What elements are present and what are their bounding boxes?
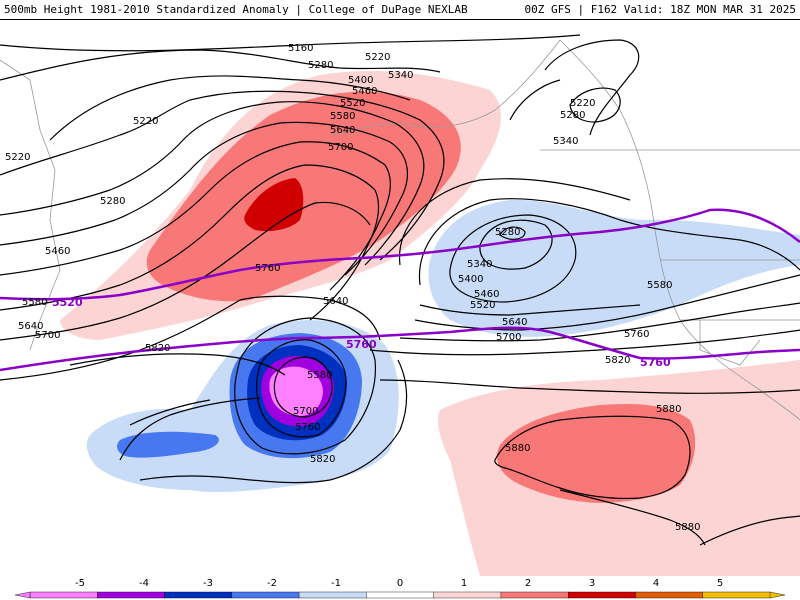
contour-label: 5880 <box>656 404 681 415</box>
contour-label: 5640 <box>502 317 527 328</box>
colorbar-segments <box>14 591 786 599</box>
contour-label: 5220 <box>133 116 158 127</box>
contour-label: 5280 <box>495 227 520 238</box>
highlight-contours <box>0 208 800 372</box>
contour-label: 5280 <box>560 110 585 121</box>
colorbar-min-arrow <box>14 591 31 599</box>
colorbar-segment <box>231 591 300 599</box>
contour-label: 5820 <box>310 454 335 465</box>
contour-label: 5700 <box>293 406 318 417</box>
contour-label: 5220 <box>5 152 30 163</box>
colorbar-segment <box>702 591 771 599</box>
colorbar-segment <box>29 591 98 599</box>
contour-label: 5160 <box>288 43 313 54</box>
contour-labels: 5160 5220 5280 5340 5400 5460 5520 5580 … <box>5 43 700 533</box>
contour-label: 5520 <box>470 300 495 311</box>
map-title: 500mb Height 1981-2010 Standardized Anom… <box>4 3 468 16</box>
contour-label: 5640 <box>18 321 43 332</box>
contour-label: 5580 <box>330 111 355 122</box>
colorbar-tick-label: -2 <box>267 578 277 589</box>
contour-label: 5460 <box>45 246 70 257</box>
highlight-label: 5760 <box>346 338 377 351</box>
neg1-area-northeast <box>428 199 800 337</box>
contour-label: 5520 <box>340 98 365 109</box>
colorbar-tick-label: 2 <box>525 578 531 589</box>
map-header: 500mb Height 1981-2010 Standardized Anom… <box>0 0 800 20</box>
highlight-labels: 5520 5760 5760 <box>52 296 671 369</box>
contour-label: 5280 <box>308 60 333 71</box>
colorbar-segment <box>635 591 704 599</box>
contour-label: 5580 <box>647 280 672 291</box>
highlight-label: 5520 <box>52 296 83 309</box>
contour-label: 5220 <box>365 52 390 63</box>
pos3-area-north <box>244 178 304 232</box>
colorbar-tick-label: -3 <box>203 578 213 589</box>
contour-label: 5220 <box>570 98 595 109</box>
anomaly-shading <box>60 70 800 576</box>
colorbar-max-arrow <box>769 591 786 599</box>
contour-label: 5880 <box>505 443 530 454</box>
colorbar-segment <box>567 591 637 599</box>
contour-label: 5340 <box>388 70 413 81</box>
pos2-area-south <box>496 403 696 503</box>
colorbar-tick-label: 0 <box>397 578 403 589</box>
contour-label: 5760 <box>255 263 280 274</box>
contour-label: 5340 <box>553 136 578 147</box>
contour-label: 5640 <box>323 296 348 307</box>
colorbar-segment <box>366 591 435 599</box>
colorbar-tick-label: 1 <box>461 578 467 589</box>
contour-label: 5400 <box>348 75 373 86</box>
contour-label: 5340 <box>467 259 492 270</box>
colorbar-tick-label: -4 <box>139 578 149 589</box>
pos2-area-north <box>146 91 461 302</box>
contour-label: 5700 <box>35 330 60 341</box>
contour-label: 5700 <box>496 332 521 343</box>
contour-label: 5640 <box>330 125 355 136</box>
contour-label: 5760 <box>295 422 320 433</box>
colorbar-segment <box>97 591 166 599</box>
colorbar-tick-label: -1 <box>331 578 341 589</box>
contour-label: 5280 <box>100 196 125 207</box>
contour-label: 5580 <box>307 370 332 381</box>
contour-label: 5460 <box>474 289 499 300</box>
contour-label: 5460 <box>352 86 377 97</box>
colorbar: -5 -4 -3 -2 -1 0 1 2 3 4 5 <box>14 578 786 599</box>
contour-label: 5880 <box>675 522 700 533</box>
model-run-info: 00Z GFS | F162 Valid: 18Z MON MAR 31 202… <box>524 3 796 16</box>
colorbar-ticks: -5 -4 -3 -2 -1 0 1 2 3 4 5 <box>75 578 723 589</box>
colorbar-segment <box>164 591 233 599</box>
colorbar-tick-label: 4 <box>653 578 659 589</box>
contour-label: 5760 <box>624 329 649 340</box>
contour-label: 5400 <box>458 274 483 285</box>
colorbar-tick-label: 3 <box>589 578 595 589</box>
colorbar-tick-label: -5 <box>75 578 85 589</box>
height-contours <box>0 34 800 546</box>
colorbar-tick-label: 5 <box>717 578 723 589</box>
colorbar-segment <box>433 591 502 599</box>
colorbar-segment <box>500 591 569 599</box>
contour-label: 5820 <box>605 355 630 366</box>
coastlines <box>0 39 800 421</box>
neg5-area-central <box>269 366 323 416</box>
contour-label: 5820 <box>145 343 170 354</box>
colorbar-segment <box>298 591 368 599</box>
contour-label: 5700 <box>328 142 353 153</box>
contour-label: 5580 <box>22 297 47 308</box>
anomaly-map: 5160 5220 5280 5340 5400 5460 5520 5580 … <box>0 20 800 576</box>
highlight-label: 5760 <box>640 356 671 369</box>
